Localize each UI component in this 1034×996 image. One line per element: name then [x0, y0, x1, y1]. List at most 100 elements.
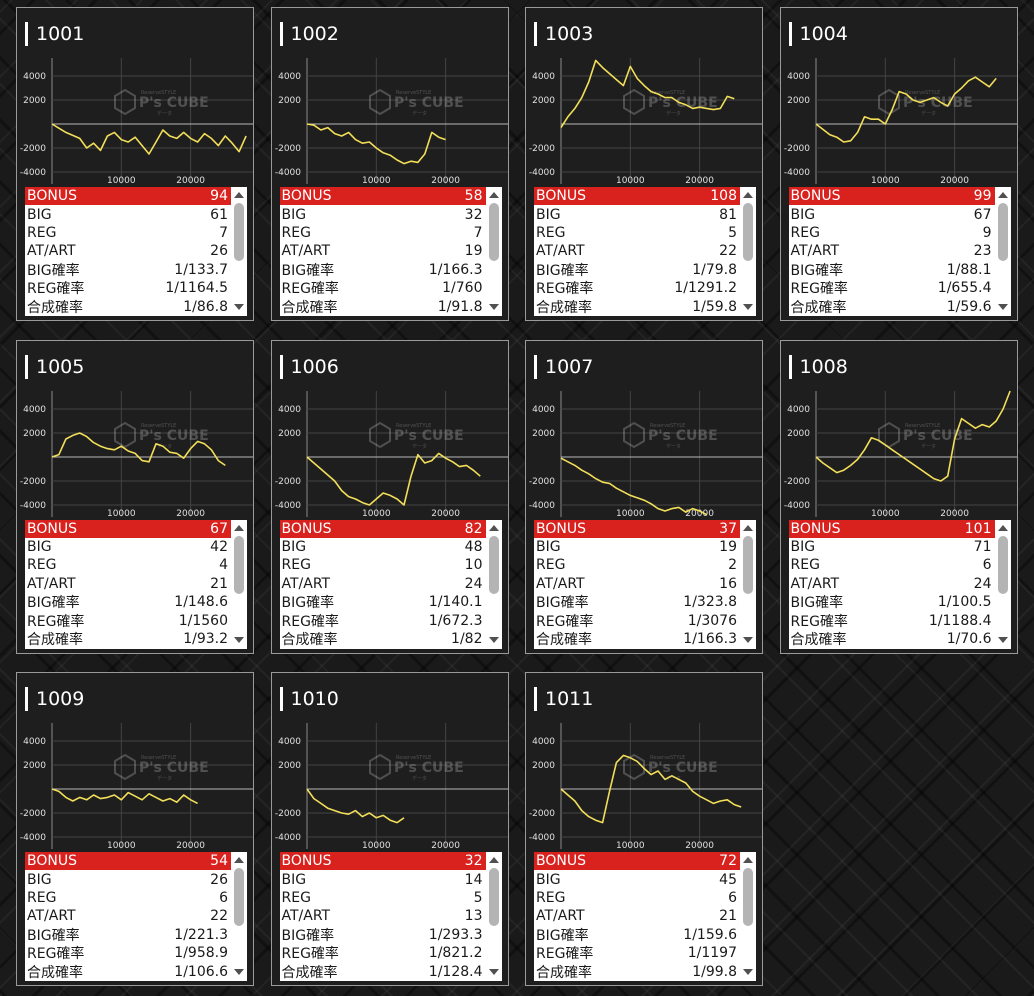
triangle-up-icon[interactable] [488, 857, 499, 863]
stat-label-bonus: BONUS [27, 188, 77, 205]
stat-value-atart: 23 [973, 243, 992, 260]
stat-value-big-rate: 1/159.6 [683, 926, 737, 943]
triangle-down-icon[interactable] [743, 969, 753, 975]
stats-scrollbar[interactable] [231, 187, 247, 316]
machine-card[interactable]: 1006 P's CUBE ReserveSTYLE データ 4000 2000 -2000… [270, 339, 509, 654]
stats-scrollbar[interactable] [994, 519, 1011, 649]
triangle-up-icon[interactable] [234, 524, 244, 531]
machine-card[interactable]: 1010 P's CUBE ReserveSTYLE データ 4000 2000 -2000… [270, 672, 509, 986]
triangle-down-icon[interactable] [743, 304, 753, 310]
watermark-top-text: ReserveSTYLE [650, 423, 685, 429]
stats-scrollbar[interactable] [994, 187, 1011, 316]
y-tick-label: 2000 [532, 761, 555, 771]
triangle-down-icon[interactable] [743, 636, 753, 643]
scroll-thumb[interactable] [743, 203, 753, 261]
stats-scrollbar[interactable] [485, 187, 502, 316]
scroll-thumb[interactable] [234, 535, 244, 594]
stat-label-reg: REG [281, 224, 311, 241]
triangle-up-icon[interactable] [743, 192, 753, 198]
triangle-down-icon[interactable] [997, 636, 1008, 643]
machine-card[interactable]: 1007 P's CUBE ReserveSTYLE データ 4000 2000 -2000… [525, 339, 763, 654]
stat-label-reg-rate: REG確率 [536, 281, 594, 298]
stats-list: BONUS 58 BIG 32 REG 7 AT/ART 19 BIG確率 1/166.3 REG確… [279, 187, 486, 316]
stats-scrollbar[interactable] [231, 852, 247, 981]
x-tick-label: 20000 [685, 176, 714, 186]
machine-card[interactable]: 1011 P's CUBE ReserveSTYLE データ 4000 2000 -2000… [525, 672, 763, 986]
stats-panel[interactable]: BONUS 94 BIG 61 REG 7 AT/ART 26 BIG確率 1/133.7 REG確… [25, 187, 247, 316]
stat-label-bonus: BONUS [536, 853, 586, 870]
machine-card[interactable]: 1003 P's CUBE ReserveSTYLE データ 4000 2000 -2000… [525, 7, 763, 321]
stat-value-reg: 6 [219, 889, 228, 906]
stats-scrollbar[interactable] [485, 519, 502, 649]
stats-panel[interactable]: BONUS 67 BIG 42 REG 4 AT/ART 21 BIG確率 1/148.6 REG確… [25, 519, 247, 649]
triangle-down-icon[interactable] [488, 969, 499, 975]
stat-label-big: BIG [536, 206, 561, 223]
triangle-down-icon[interactable] [997, 304, 1008, 310]
scroll-thumb[interactable] [743, 535, 753, 594]
triangle-up-icon[interactable] [234, 857, 244, 863]
stat-row-reg: REG 5 [280, 889, 486, 907]
stat-label-reg-rate: REG確率 [281, 281, 339, 298]
triangle-up-icon[interactable] [234, 192, 244, 198]
scroll-thumb[interactable] [234, 203, 244, 261]
triangle-down-icon[interactable] [234, 304, 244, 310]
stats-panel[interactable]: BONUS 37 BIG 19 REG 2 AT/ART 16 BIG確率 1/323.8 REG確… [534, 519, 756, 649]
stats-scrollbar[interactable] [231, 519, 247, 649]
stats-scrollbar[interactable] [740, 519, 756, 649]
machine-card[interactable]: 1008 P's CUBE ReserveSTYLE データ 4000 2000 -2000… [779, 339, 1018, 654]
scroll-thumb[interactable] [488, 868, 499, 926]
scroll-thumb[interactable] [488, 535, 499, 594]
triangle-down-icon[interactable] [488, 636, 499, 643]
y-tick-label: 4000 [23, 72, 46, 82]
stat-label-reg: REG [536, 889, 566, 906]
stat-label-atart: AT/ART [27, 575, 76, 592]
scroll-thumb[interactable] [234, 868, 244, 926]
triangle-up-icon[interactable] [743, 524, 753, 531]
stats-list: BONUS 82 BIG 48 REG 10 AT/ART 24 BIG確率 1/140.1 REG… [279, 519, 486, 649]
watermark-bottom-text: データ [666, 443, 681, 450]
scroll-thumb[interactable] [488, 203, 499, 261]
stats-panel[interactable]: BONUS 101 BIG 71 REG 6 AT/ART 24 BIG確率 1/100.5 REG… [788, 519, 1011, 649]
triangle-up-icon[interactable] [488, 524, 499, 531]
stats-scrollbar[interactable] [485, 852, 502, 981]
stat-row-bonus: BONUS 82 [279, 519, 486, 538]
stat-value-reg: 6 [728, 889, 737, 906]
triangle-up-icon[interactable] [997, 524, 1008, 531]
scroll-thumb[interactable] [997, 535, 1008, 594]
cube-icon [368, 753, 391, 781]
x-tick-label: 10000 [361, 176, 390, 186]
machine-card[interactable]: 1002 P's CUBE ReserveSTYLE データ 4000 2000 -2000… [270, 7, 509, 321]
stats-panel[interactable]: BONUS 54 BIG 26 REG 6 AT/ART 22 BIG確率 1/221.3 REG確… [25, 852, 247, 981]
stats-panel[interactable]: BONUS 32 BIG 14 REG 5 AT/ART 13 BIG確率 1/293.3 REG確… [279, 852, 502, 981]
stats-list: BONUS 99 BIG 67 REG 9 AT/ART 23 BIG確率 1/88.1 REG確率… [788, 187, 995, 316]
stat-value-combined-rate: 1/82 [451, 631, 483, 648]
stats-scrollbar[interactable] [740, 852, 756, 981]
scroll-thumb[interactable] [743, 868, 753, 926]
stats-panel[interactable]: BONUS 99 BIG 67 REG 9 AT/ART 23 BIG確率 1/88.1 REG確率… [788, 187, 1011, 316]
stat-label-combined-rate: 合成確率 [281, 964, 338, 981]
stat-row-bonus: BONUS 72 [534, 852, 740, 871]
stats-panel[interactable]: BONUS 58 BIG 32 REG 7 AT/ART 19 BIG確率 1/166.3 REG確… [279, 187, 502, 316]
triangle-down-icon[interactable] [234, 969, 244, 975]
stat-row-combined-rate: 合成確率 1/106.6 [25, 962, 231, 981]
triangle-down-icon[interactable] [234, 636, 244, 643]
triangle-up-icon[interactable] [488, 192, 499, 198]
triangle-down-icon[interactable] [488, 304, 499, 310]
machine-card[interactable]: 1004 P's CUBE ReserveSTYLE データ 4000 2000 -2000… [779, 7, 1018, 321]
machine-number: 1011 [545, 688, 594, 710]
stats-panel[interactable]: BONUS 108 BIG 81 REG 5 AT/ART 22 BIG確率 1/79.8 REG確… [534, 187, 756, 316]
stats-panel[interactable]: BONUS 72 BIG 45 REG 6 AT/ART 21 BIG確率 1/159.6 REG確… [534, 852, 756, 981]
stat-value-reg: 2 [728, 557, 737, 574]
stats-panel[interactable]: BONUS 82 BIG 48 REG 10 AT/ART 24 BIG確率 1/140.1 REG… [279, 519, 502, 649]
machine-card[interactable]: 1001 P's CUBE ReserveSTYLE データ 4000 2000 -2000… [16, 7, 254, 321]
triangle-up-icon[interactable] [743, 857, 753, 863]
triangle-up-icon[interactable] [997, 192, 1008, 198]
scroll-thumb[interactable] [997, 203, 1008, 261]
machine-card[interactable]: 1009 P's CUBE ReserveSTYLE データ 4000 2000 -2000… [16, 672, 254, 986]
stat-row-combined-rate: 合成確率 1/70.6 [789, 630, 995, 648]
machine-card[interactable]: 1005 P's CUBE ReserveSTYLE データ 4000 2000 -2000… [16, 339, 254, 654]
stat-value-big-rate: 1/100.5 [937, 594, 992, 611]
stats-scrollbar[interactable] [740, 187, 756, 316]
